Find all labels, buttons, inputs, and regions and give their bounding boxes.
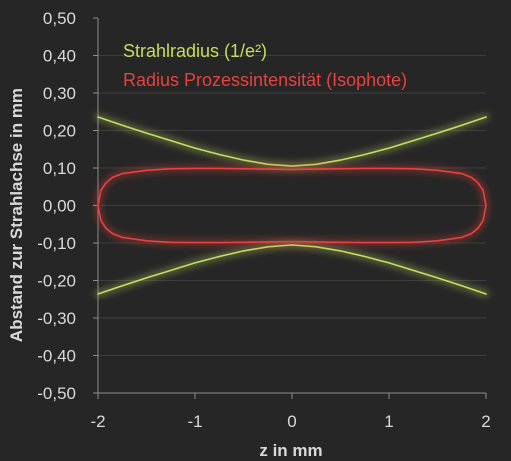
y-axis-title: Abstand zur Strahlachse in mm [7, 88, 26, 342]
y-tick-label: -0,10 [37, 234, 76, 253]
grid [98, 55, 486, 356]
legend: Strahlradius (1/e²) Radius Prozessintensi… [123, 41, 407, 90]
y-tick-label: 0,20 [43, 122, 76, 141]
x-tick-label: -2 [90, 412, 105, 431]
series-glow [94, 113, 490, 170]
y-tick-label: 0,10 [43, 159, 76, 178]
y-tick-label: -0,40 [37, 347, 76, 366]
tick-labels: 0,50 0,40 0,30 0,20 0,10 0,00 -0,10 -0,20 -0,30 -… [37, 9, 490, 431]
x-axis-title: z in mm [259, 441, 322, 460]
y-tick-label: -0,50 [37, 384, 76, 403]
series-line-isophote [97, 167, 487, 244]
y-tick-label: -0,30 [37, 309, 76, 328]
x-tick-label: 1 [384, 412, 393, 431]
series-glow [94, 241, 490, 298]
x-tick-label: 0 [287, 412, 296, 431]
series-line-strahlradius-lower [97, 244, 487, 295]
y-tick-label: -0,20 [37, 272, 76, 291]
y-tick-label: 0,40 [43, 47, 76, 66]
y-tick-label: 0,00 [43, 197, 76, 216]
series-line-strahlradius-upper [97, 116, 487, 167]
y-tick-label: 0,50 [43, 9, 76, 28]
legend-entry: Strahlradius (1/e²) [123, 41, 267, 61]
x-tick-label: -1 [187, 412, 202, 431]
y-tick-label: 0,30 [43, 84, 76, 103]
plot-area [94, 113, 490, 298]
x-tick-label: 2 [481, 412, 490, 431]
legend-entry: Radius Prozessintensität (Isophote) [123, 70, 407, 90]
